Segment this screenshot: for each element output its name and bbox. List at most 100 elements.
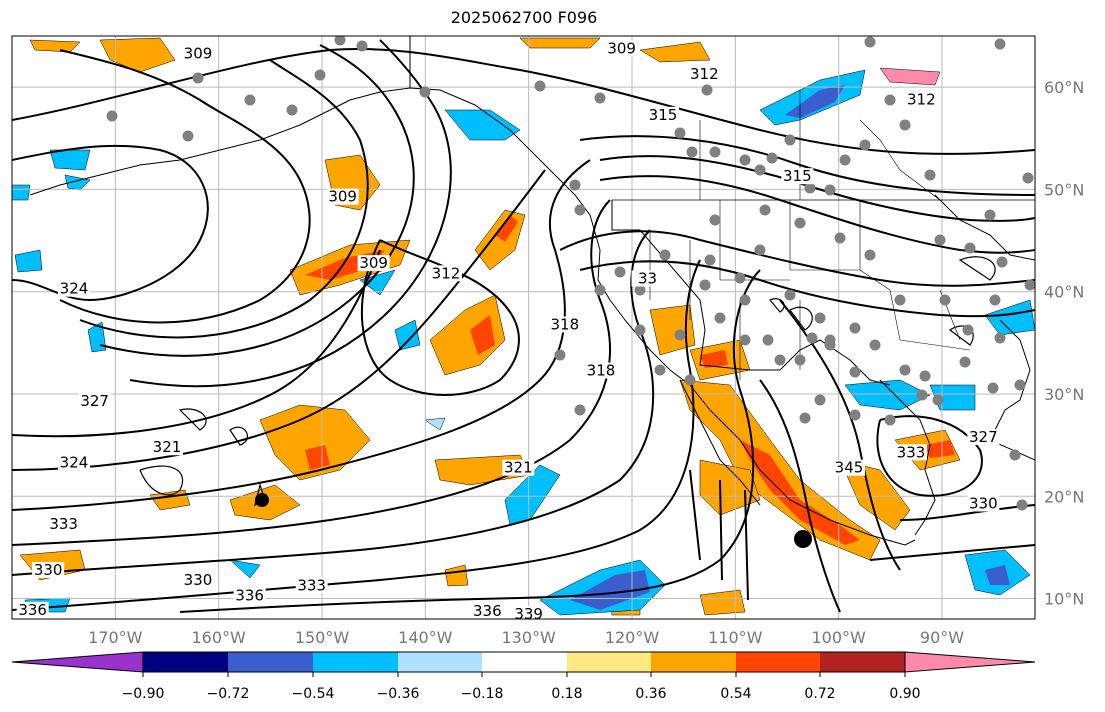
station-dot: [924, 169, 936, 181]
contour-label-bg: [182, 572, 214, 589]
contour-label: 309: [359, 254, 388, 272]
colorbar-tick-label: 0.72: [804, 686, 835, 702]
map-area[interactable]: 309 309 312 312 315 315 309 309 312 324 318 318 327 3…: [12, 35, 1036, 623]
contour-label-bg: [548, 316, 581, 333]
contour-label-bg: [688, 65, 721, 82]
contour-label: 324: [60, 454, 89, 472]
station-dot: [964, 242, 976, 254]
station-dot: [314, 69, 326, 81]
station-dot: [794, 217, 806, 229]
station-dot: [869, 339, 881, 351]
lon-tick-label: 150°W: [295, 628, 350, 647]
colorbar-segment: [482, 652, 567, 672]
contour-label: 309: [328, 188, 357, 206]
station-dot: [244, 94, 256, 106]
thin-contours: [139, 256, 996, 496]
map-title: 2025062700 F096: [450, 8, 598, 27]
station-dot: [824, 184, 836, 196]
contour-label: 309: [607, 39, 636, 57]
station-dot: [784, 134, 796, 146]
station-dot: [959, 356, 971, 368]
station-dot: [356, 40, 368, 52]
station-dot: [774, 354, 786, 366]
colorbar-tick-label: −0.72: [207, 686, 250, 702]
contour-label: 330: [184, 571, 213, 589]
latitude-labels: 10°N 20°N 30°N 40°N 50°N 60°N: [1044, 78, 1084, 608]
station-dot: [884, 414, 896, 426]
station-dot: [106, 110, 118, 122]
station-dot: [766, 152, 778, 164]
contour-label: 336: [235, 587, 264, 605]
colorbar-tick-label: 0.18: [551, 686, 582, 702]
contour-label-bg: [781, 168, 814, 185]
station-dot: [834, 232, 846, 244]
station-dot: [989, 294, 1001, 306]
lat-tick-label: 20°N: [1044, 487, 1084, 506]
station-dot: [859, 139, 871, 151]
colorbar-segment: [651, 652, 736, 672]
contour-label-bg: [512, 605, 545, 619]
contour-label: 333: [49, 515, 78, 533]
station-dot: [674, 329, 686, 341]
contour-label: 345: [835, 459, 864, 477]
lon-tick-label: 170°W: [88, 628, 143, 647]
station-dot: [634, 324, 646, 336]
contour-label: 318: [587, 362, 616, 380]
contour-label-bg: [585, 362, 617, 379]
station-markers: [106, 36, 1035, 511]
lat-tick-label: 60°N: [1044, 78, 1084, 97]
station-dot: [709, 146, 721, 158]
map-frame: [11, 35, 1036, 620]
station-dot: [806, 332, 818, 344]
contour-label: 339: [514, 605, 543, 623]
station-dot: [754, 164, 766, 176]
lon-tick-label: 90°W: [920, 628, 964, 647]
contour-label-bg: [151, 439, 183, 456]
contour-label-bg: [967, 495, 1000, 512]
station-dot: [1009, 449, 1021, 461]
contour-label-bg: [430, 265, 462, 282]
station-dot: [939, 294, 951, 306]
station-dot: [574, 204, 586, 216]
contour-label-bg: [32, 561, 65, 578]
station-dot: [762, 334, 774, 346]
station-dot: [894, 294, 906, 306]
station-dot: [1024, 279, 1035, 291]
lat-tick-label: 50°N: [1044, 180, 1084, 199]
station-dot: [569, 179, 581, 191]
station-dot: [884, 94, 896, 106]
station-dot: [684, 374, 696, 386]
station-dot: [654, 364, 666, 376]
contour-label: 318: [551, 316, 580, 334]
colorbar-segment: [820, 652, 905, 672]
colorbar-extend-max: [904, 651, 1036, 673]
station-dot: [594, 284, 606, 296]
station-dot: [919, 370, 931, 382]
colorbar-tick-label: −0.36: [377, 686, 420, 702]
station-dot: [899, 364, 911, 376]
station-dot: [994, 38, 1006, 50]
contour-label-bg: [631, 270, 664, 287]
station-dot: [739, 154, 751, 166]
station-dot: [839, 154, 851, 166]
station-dot: [814, 394, 826, 406]
contour-labels: 309 309 312 312 315 315 309 309 312 324 318 318 327 3…: [16, 39, 1000, 623]
lon-tick-label: 130°W: [501, 628, 556, 647]
station-dot: [759, 204, 771, 216]
station-dot: [554, 349, 566, 361]
contour-label: 321: [153, 438, 182, 456]
large-marker: [794, 530, 812, 548]
lon-tick-label: 100°W: [811, 628, 866, 647]
contour-label-bg: [833, 459, 865, 476]
contour-label-bg: [905, 91, 938, 108]
station-dot: [334, 36, 346, 46]
lon-tick-label: 120°W: [605, 628, 660, 647]
station-dot: [182, 130, 194, 142]
contour-label-bg: [47, 515, 80, 532]
station-dot: [1022, 172, 1034, 184]
contour-label-bg: [326, 188, 359, 205]
contour-label: 327: [969, 428, 998, 446]
station-dot: [192, 72, 204, 84]
contour-label-bg: [58, 454, 90, 471]
